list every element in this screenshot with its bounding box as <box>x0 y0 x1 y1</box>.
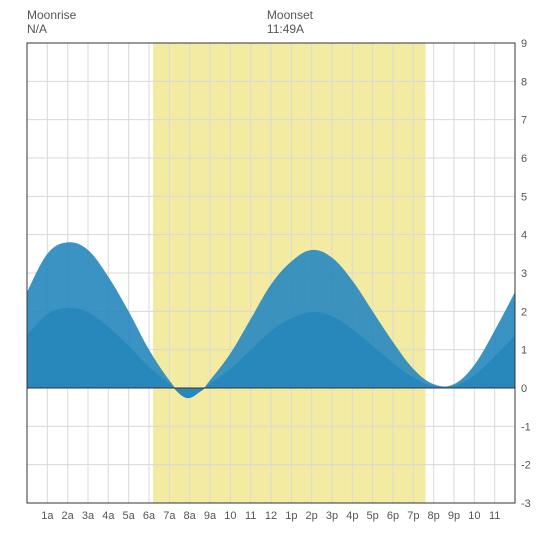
moonset-value: 11:49A <box>267 22 304 36</box>
x-tick-label: 9p <box>448 510 460 522</box>
x-tick-label: 3p <box>326 510 338 522</box>
x-tick-label: 11 <box>245 510 256 522</box>
x-tick-label: 11 <box>489 510 500 522</box>
chart-svg: -3-2-101234567891a2a3a4a5a6a7a8a9a101112… <box>5 5 545 545</box>
x-tick-label: 4p <box>346 510 358 522</box>
y-tick-label: 1 <box>521 345 527 357</box>
y-tick-label: 6 <box>521 153 527 165</box>
y-tick-label: 4 <box>521 230 527 242</box>
x-tick-label: 7p <box>407 510 419 522</box>
x-tick-label: 12 <box>265 510 277 522</box>
y-tick-label: -1 <box>521 421 531 433</box>
x-tick-label: 1a <box>41 510 54 522</box>
x-tick-label: 6a <box>143 510 156 522</box>
moonrise-value: N/A <box>27 22 47 36</box>
y-tick-label: 5 <box>521 191 527 203</box>
x-tick-label: 9a <box>204 510 217 522</box>
y-tick-label: 9 <box>521 38 527 50</box>
x-tick-label: 5p <box>367 510 379 522</box>
y-tick-label: -2 <box>521 460 531 472</box>
moonset-label: Moonset <box>267 8 314 22</box>
x-tick-label: 10 <box>224 510 236 522</box>
x-tick-label: 10 <box>468 510 480 522</box>
moonrise-label: Moonrise <box>27 8 77 22</box>
y-tick-label: 0 <box>521 383 527 395</box>
y-tick-label: 2 <box>521 306 527 318</box>
x-tick-label: 2a <box>62 510 75 522</box>
y-tick-label: 8 <box>521 76 527 88</box>
x-tick-label: 8a <box>184 510 197 522</box>
y-tick-label: 7 <box>521 115 527 127</box>
y-tick-label: -3 <box>521 498 531 510</box>
y-tick-label: 3 <box>521 268 527 280</box>
tide-chart: -3-2-101234567891a2a3a4a5a6a7a8a9a101112… <box>5 5 545 545</box>
x-tick-label: 7a <box>163 510 176 522</box>
x-tick-label: 8p <box>428 510 440 522</box>
x-tick-label: 1p <box>285 510 297 522</box>
x-tick-label: 3a <box>82 510 95 522</box>
x-tick-label: 2p <box>306 510 318 522</box>
x-tick-label: 5a <box>123 510 136 522</box>
x-tick-label: 6p <box>387 510 399 522</box>
x-tick-label: 4a <box>102 510 115 522</box>
